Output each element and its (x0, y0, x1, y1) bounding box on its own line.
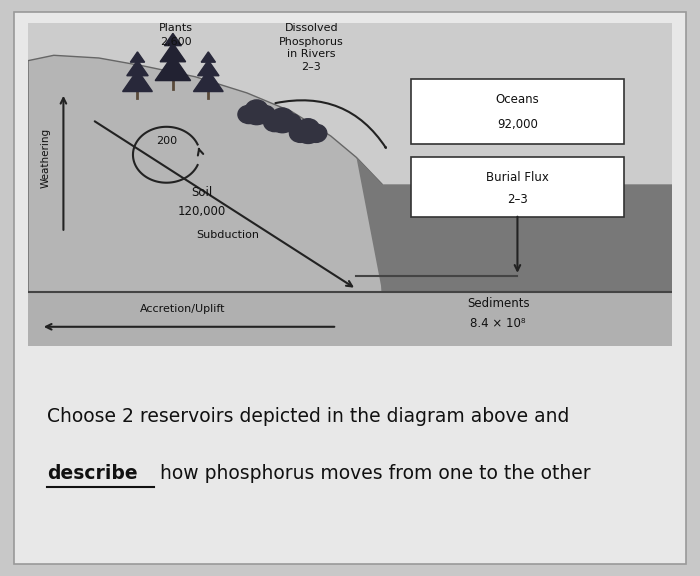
Polygon shape (201, 52, 216, 62)
Circle shape (279, 113, 301, 132)
Text: 120,000: 120,000 (178, 204, 226, 218)
Text: 2–3: 2–3 (507, 193, 528, 206)
Polygon shape (160, 43, 186, 62)
Polygon shape (193, 70, 223, 92)
Text: Phosphorus: Phosphorus (279, 37, 344, 47)
Text: Choose 2 reservoirs depicted in the diagram above and: Choose 2 reservoirs depicted in the diag… (48, 407, 570, 426)
Polygon shape (356, 157, 672, 292)
Circle shape (264, 113, 286, 132)
Circle shape (246, 100, 267, 118)
Text: Soil: Soil (191, 186, 213, 199)
Polygon shape (127, 60, 148, 75)
Text: 92,000: 92,000 (497, 118, 538, 131)
FancyArrowPatch shape (275, 100, 386, 148)
Circle shape (238, 105, 260, 124)
Polygon shape (28, 55, 382, 346)
FancyBboxPatch shape (411, 79, 624, 144)
Polygon shape (130, 52, 145, 62)
Circle shape (298, 119, 319, 137)
Text: Burial Flux: Burial Flux (486, 172, 549, 184)
Circle shape (244, 104, 269, 124)
Text: Subduction: Subduction (196, 230, 259, 240)
Circle shape (270, 112, 295, 132)
FancyBboxPatch shape (411, 157, 624, 217)
Text: Plants: Plants (159, 24, 193, 33)
Bar (28, 292, 672, 346)
Text: 2–3: 2–3 (302, 62, 321, 72)
Circle shape (305, 124, 327, 142)
Text: 2,600: 2,600 (160, 37, 192, 47)
Polygon shape (164, 33, 181, 46)
Text: Dissolved: Dissolved (284, 24, 338, 33)
Text: describe: describe (48, 464, 138, 483)
Circle shape (290, 124, 312, 142)
Circle shape (296, 123, 321, 143)
Text: Sediments: Sediments (467, 297, 529, 310)
Text: Weathering: Weathering (41, 127, 51, 188)
Text: Oceans: Oceans (496, 93, 539, 106)
Polygon shape (122, 70, 153, 92)
Polygon shape (197, 60, 219, 75)
Text: 8.4 × 10⁸: 8.4 × 10⁸ (470, 317, 526, 329)
Text: Accretion/Uplift: Accretion/Uplift (140, 304, 225, 314)
Text: 200: 200 (156, 135, 177, 146)
Polygon shape (155, 55, 190, 81)
Circle shape (253, 105, 275, 124)
Text: in Rivers: in Rivers (287, 49, 335, 59)
Circle shape (272, 108, 293, 126)
Text: how phosphorus moves from one to the other: how phosphorus moves from one to the oth… (153, 464, 590, 483)
